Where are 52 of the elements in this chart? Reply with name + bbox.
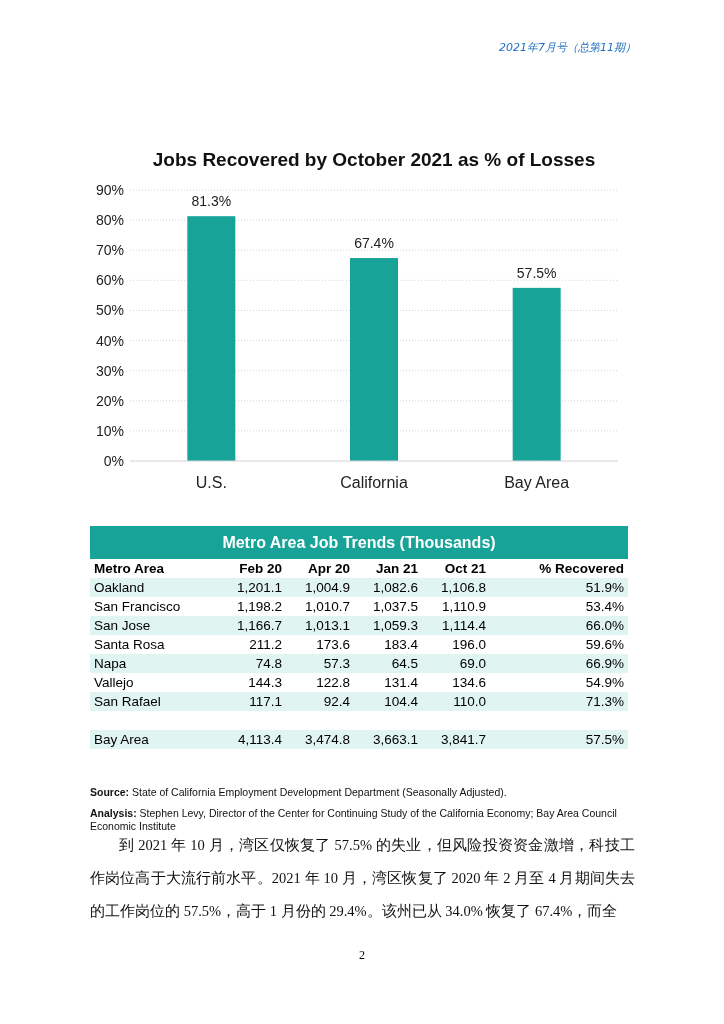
bar: [350, 258, 398, 461]
text: 2: [358, 948, 366, 963]
category-label: Santa Rosa: [94, 637, 165, 652]
bar: [187, 216, 236, 461]
text: 1,037.5: [372, 599, 418, 614]
text: 到 2021 年 10 月，湾区仅恢复了 57.5% 的失业，但风险投资资金激增，科技工作岗位高于大流行前水平。2021 年 10 月，湾区恢复了 2020 年 2 月至 4 月期间失去的工作岗位的 57.5%，高于 1 月份的 29.4%。该州已从 34.0% 恢复了 67.4%，而全: [90, 837, 635, 919]
text: 173.6: [316, 637, 350, 652]
text: 59.6%: [585, 637, 624, 652]
y-tick-label: 0%: [103, 453, 124, 469]
text: 53.4%: [585, 599, 624, 614]
x-tick-label: California: [340, 474, 408, 491]
y-tick-label: 20%: [95, 392, 124, 409]
category-label: San Francisco: [94, 599, 181, 614]
text: 131.4: [384, 675, 418, 690]
text: 1,110.9: [441, 599, 486, 614]
x-tick-label: Bay Area: [504, 474, 570, 491]
text: 1,010.7: [304, 599, 350, 614]
y-tick-label: 70%: [95, 242, 124, 259]
category-label: Feb 20: [238, 560, 283, 578]
text: 144.3: [248, 675, 282, 690]
text: 211.2: [249, 637, 282, 652]
text: Metro Area Job Trends (Thousands): [90, 526, 628, 559]
category-label: Oct 21: [443, 560, 487, 578]
text: 1,198.2: [236, 599, 282, 614]
text: Metro Area: [93, 560, 166, 578]
row-shade: San Rafael 117.1 92.4 104.4 110.0 71.3%: [90, 692, 628, 711]
category-label: Jan 21: [374, 560, 419, 578]
category-label: Vallejo: [94, 675, 134, 690]
text: 183.4: [384, 637, 418, 652]
y-tick-label: 10%: [95, 422, 124, 439]
data-label: 67.4%: [354, 235, 394, 252]
source-note: Source: State of California Employment Development Department (Seasonally Adjusted).: [90, 786, 508, 799]
data-label: 81.3%: [191, 193, 232, 210]
text: 134.6: [452, 675, 486, 690]
data-label: 57.5%: [516, 264, 557, 281]
text: Analysis: Stephen Levy, Director of the Center for Continuing Study of the California Economy; Bay Area Council Economic Institute: [90, 807, 618, 833]
y-tick-label: 60%: [95, 272, 124, 289]
y-tick-label: 30%: [95, 362, 124, 379]
y-tick-label: 40%: [95, 332, 124, 349]
text: 122.8: [316, 675, 350, 690]
chart-title: Jobs Recovered by October 2021 as % of Losses: [152, 149, 596, 170]
text: 2021年7月号（总第11期）: [499, 40, 636, 55]
bar: [512, 287, 561, 461]
text: 54.9%: [585, 675, 624, 690]
y-tick-label: 90%: [95, 182, 124, 198]
category-label: Apr 20: [306, 560, 351, 578]
y-tick-label: 80%: [95, 212, 124, 229]
x-tick-label: U.S.: [195, 474, 227, 491]
row-shade: Bay Area 4,113.4 3,474.8 3,663.1 3,841.7 57.5%: [90, 730, 628, 749]
text: 196.0: [452, 637, 486, 652]
y-tick-label: 50%: [95, 302, 124, 319]
category-label: % Recovered: [538, 560, 625, 578]
